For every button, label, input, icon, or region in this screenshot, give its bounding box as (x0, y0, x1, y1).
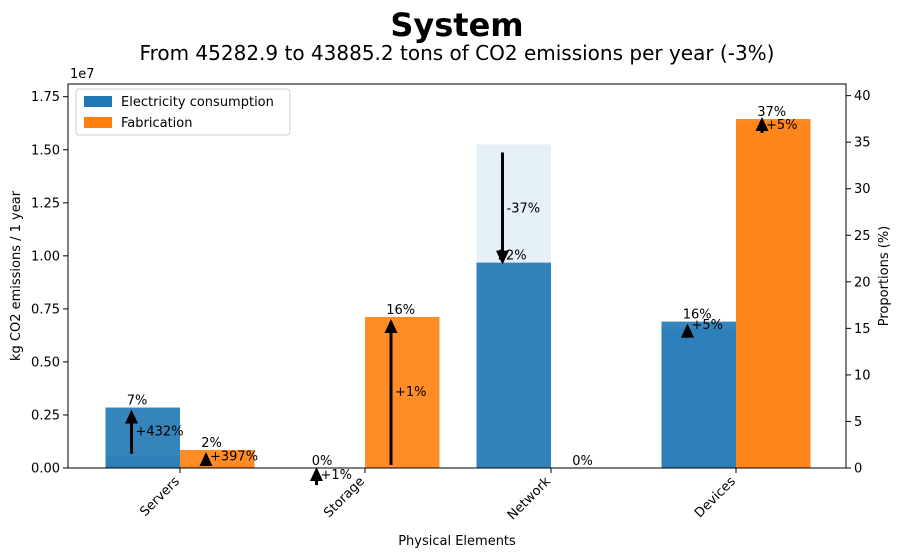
y-axis: 0.00 0.25 0.50 0.75 1.00 1.25 1.50 1.75 (31, 90, 68, 477)
x-axis: Servers Storage Network Devices (137, 468, 739, 523)
change-label: -37% (507, 202, 541, 217)
x-tick-label: Network (505, 474, 554, 523)
proportion-label: 7% (127, 394, 148, 409)
y2-axis: 0 5 10 15 20 25 30 35 40 (846, 89, 871, 477)
proportion-label: 37% (757, 105, 786, 120)
change-label: +432% (136, 425, 184, 440)
annotations-layer: 7%+432%0%+1%22%-37%16%+5%2%+397%16%+1%0%… (125, 105, 798, 485)
y2-axis-label: Proportions (%) (877, 226, 892, 326)
y-tick-label: 0.50 (31, 355, 60, 370)
legend-swatch-electricity (84, 96, 112, 107)
y2-tick-label: 30 (854, 182, 871, 197)
change-arrow-head (496, 250, 509, 265)
bar-after-fabrication (736, 119, 811, 468)
y-offset-label: 1e7 (70, 67, 95, 82)
x-axis-label: Physical Elements (398, 534, 516, 549)
chart-subtitle: From 45282.9 to 43885.2 tons of CO2 emis… (140, 41, 775, 65)
change-arrow-head (199, 451, 213, 466)
change-label: +5% (766, 118, 798, 133)
bar-after-electricity (105, 407, 180, 468)
x-tick-label: Devices (692, 474, 739, 521)
change-label: +397% (210, 450, 258, 465)
change-arrow-head (125, 409, 138, 424)
proportion-label: 16% (683, 308, 712, 323)
proportion-label: 16% (386, 303, 415, 318)
plot-frame (67, 83, 847, 469)
change-label: +1% (321, 468, 353, 483)
proportion-label: 0% (572, 454, 593, 469)
y-tick-label: 0.75 (31, 302, 60, 317)
change-arrow-head (681, 323, 694, 338)
y2-tick-label: 35 (854, 136, 871, 151)
x-tick-label: Servers (137, 474, 183, 520)
change-label: +1% (395, 385, 427, 400)
y-tick-label: 1.75 (31, 90, 60, 105)
y2-tick-label: 5 (854, 415, 862, 430)
legend-label-fabrication: Fabrication (121, 116, 192, 131)
bar-after-electricity (476, 262, 551, 468)
y2-tick-label: 40 (854, 89, 871, 104)
y-tick-label: 0.25 (31, 408, 60, 423)
change-arrow-head (310, 467, 323, 481)
proportion-label: 2% (201, 436, 222, 451)
change-label: +5% (692, 318, 724, 333)
proportion-label: 0% (312, 454, 333, 469)
bar-after-electricity (661, 321, 736, 468)
bar-after-fabrication (180, 449, 255, 468)
y2-tick-label: 10 (854, 368, 871, 383)
y2-tick-label: 15 (854, 322, 871, 337)
y-tick-label: 1.25 (31, 196, 60, 211)
legend: Electricity consumption Fabrication (75, 88, 291, 136)
bars-layer (105, 119, 811, 468)
y2-tick-label: 25 (854, 229, 871, 244)
y2-tick-label: 20 (854, 275, 871, 290)
bar-before-overlay-electricity (105, 456, 180, 468)
y-tick-label: 1.00 (31, 249, 60, 264)
change-arrow-head (755, 117, 769, 132)
y2-tick-label: 0 (854, 462, 862, 477)
bar-before-overlay-fabrication (180, 464, 255, 468)
bar-before-overlay-fabrication (736, 121, 811, 468)
bar-after-fabrication (365, 316, 440, 468)
y-tick-label: 0.00 (31, 462, 60, 477)
legend-swatch-fabrication (84, 117, 112, 128)
y-tick-label: 1.50 (31, 143, 60, 158)
change-arrow-head (384, 318, 398, 333)
chart-title: System (390, 6, 523, 44)
legend-label-electricity: Electricity consumption (121, 95, 274, 110)
y-axis-label: kg CO2 emissions / 1 year (9, 190, 24, 361)
bar-before-overlay-electricity (661, 329, 736, 468)
legend-box (75, 88, 291, 136)
